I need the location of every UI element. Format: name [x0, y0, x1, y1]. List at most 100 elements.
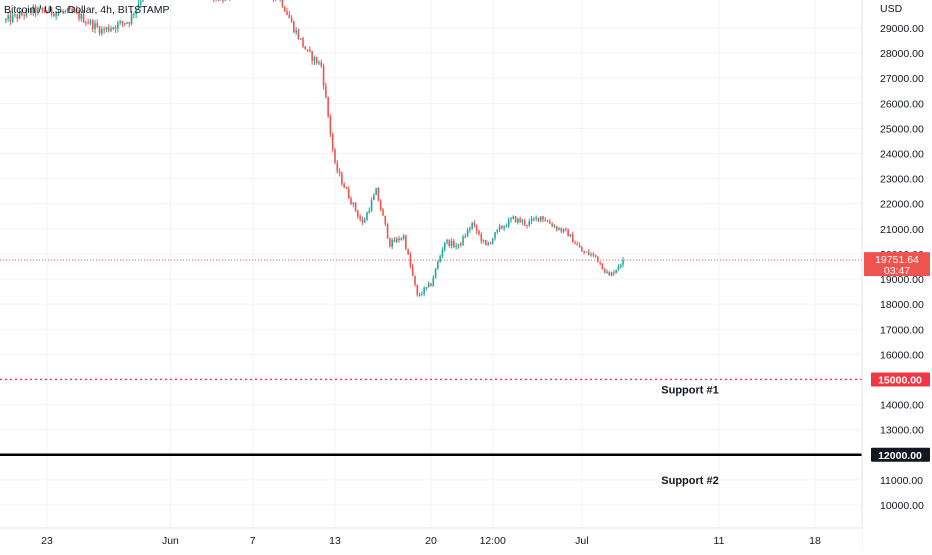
candle-body: [560, 228, 563, 232]
candle-body: [21, 12, 23, 15]
candle-body: [409, 254, 412, 267]
candle-body: [313, 57, 316, 61]
price-axis[interactable]: 10000.00 11000.00 13000.00 14000.00 16000.00…: [864, 23, 930, 512]
candle-body: [398, 238, 400, 241]
candle-body: [39, 7, 41, 9]
candle-body: [71, 9, 73, 12]
candle-body: [434, 268, 437, 278]
candle-body: [430, 283, 432, 286]
horizontal-lines: [0, 259, 862, 457]
y-tick-label: 21000.00: [880, 224, 924, 236]
candle-body: [521, 220, 524, 223]
candle-body: [14, 14, 16, 16]
candle-body: [450, 240, 453, 247]
candle-body: [514, 216, 517, 223]
candle-body: [73, 10, 76, 12]
candle-body: [425, 286, 428, 289]
candle-body: [357, 210, 359, 217]
candle-body: [302, 38, 304, 47]
candle-body: [331, 133, 334, 150]
candle-body: [382, 209, 384, 216]
candle-body: [437, 261, 439, 269]
y-tick-label: 26000.00: [880, 98, 924, 110]
y-tick-label: 18000.00: [880, 299, 924, 311]
candle-body: [370, 200, 373, 211]
candle-body: [62, 11, 64, 13]
candle-body: [519, 218, 521, 223]
candle-body: [489, 242, 492, 244]
candle-body: [482, 240, 485, 242]
x-tick-label: 12:00: [480, 535, 506, 547]
candle-body: [87, 22, 89, 24]
grid-lines: [0, 0, 862, 528]
candle-body: [11, 15, 14, 22]
candle-body: [386, 224, 389, 239]
candle-body: [299, 38, 302, 40]
candle-body: [363, 219, 366, 223]
candle-body: [114, 27, 117, 29]
candle-body: [320, 62, 323, 66]
candle-body: [464, 236, 467, 238]
candle-body: [400, 238, 403, 241]
candle-body: [112, 27, 115, 29]
y-tick-label: 24000.00: [880, 149, 924, 161]
candle-body: [558, 228, 560, 230]
candle-body: [105, 27, 108, 30]
time-axis[interactable]: 23 Jun 7 13 20 12:00 Jul 11 18: [41, 535, 821, 547]
candle-body: [530, 218, 533, 222]
candle-body: [375, 188, 377, 196]
candle-body: [453, 240, 455, 247]
candle-body: [574, 242, 576, 244]
candle-body: [318, 62, 320, 64]
candle-body: [544, 219, 547, 222]
candle-body: [16, 14, 19, 19]
candle-body: [441, 249, 444, 256]
candle-body: [585, 251, 588, 253]
candle-body: [359, 216, 361, 220]
candle-body: [57, 12, 60, 14]
candle-body: [142, 0, 144, 1]
candle-body: [89, 20, 92, 24]
candle-body: [414, 275, 416, 285]
candle-body: [32, 6, 35, 13]
currency-label: USD: [880, 3, 903, 15]
candle-body: [64, 10, 67, 12]
candle-body: [137, 4, 140, 9]
candle-body: [295, 30, 297, 33]
candle-body: [603, 269, 606, 273]
candle-body: [288, 14, 291, 19]
candle-body: [48, 7, 51, 13]
candle-body: [533, 218, 535, 220]
candle-body: [478, 231, 480, 235]
candle-body: [80, 14, 83, 19]
candle-body: [517, 218, 519, 223]
candle-body: [101, 29, 103, 34]
candle-body: [617, 266, 620, 270]
candle-body: [551, 223, 553, 227]
candle-body: [622, 260, 624, 265]
candle-body: [53, 13, 55, 17]
symbol-title[interactable]: Bitcoin / U.S. Dollar, 4h, BITSTAMP: [4, 4, 170, 16]
candle-body: [352, 202, 355, 205]
support-1-price-badge: [871, 372, 930, 387]
x-tick-label: 11: [714, 535, 725, 547]
candle-body: [597, 256, 599, 263]
support-1-label: Support #1: [661, 384, 718, 396]
time-axis-background[interactable]: [0, 528, 862, 550]
candle-body: [55, 12, 57, 17]
candle-body: [50, 7, 53, 14]
candle-body: [7, 15, 9, 20]
candle-body: [411, 266, 414, 276]
candle-body: [523, 220, 526, 225]
candle-body: [423, 288, 425, 295]
candle-body: [354, 202, 357, 211]
x-tick-label: 18: [809, 535, 821, 547]
y-tick-label: 10000.00: [880, 500, 924, 512]
candle-body: [587, 251, 590, 255]
candle-body: [309, 49, 311, 52]
candle-body: [473, 223, 476, 226]
candle-body: [96, 23, 99, 27]
